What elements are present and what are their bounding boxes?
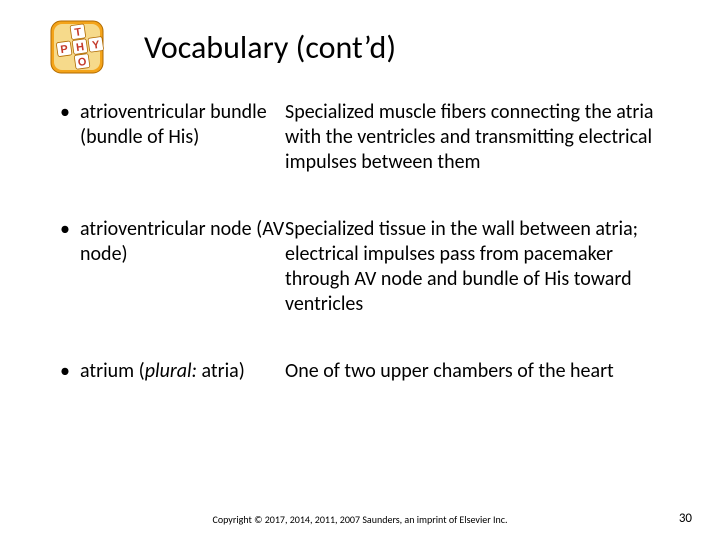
term-plural: plural: bbox=[145, 359, 197, 383]
vocab-row: • atrioventricular node (AV node) Specia… bbox=[60, 217, 660, 317]
definition-text: One of two upper chambers of the heart bbox=[285, 359, 660, 384]
vocab-row: • atrioventricular bundle (bundle of His… bbox=[60, 100, 660, 175]
copyright-text: Copyright © 2017, 2014, 2011, 2007 Saund… bbox=[0, 513, 720, 526]
bullet-icon: • bbox=[60, 359, 80, 384]
bullet-icon: • bbox=[60, 217, 80, 242]
term-prefix: atrium ( bbox=[80, 359, 145, 383]
term-text: atrium (plural: atria) bbox=[80, 359, 285, 384]
term-column: • atrioventricular node (AV node) bbox=[60, 217, 285, 267]
term-column: • atrium (plural: atria) bbox=[60, 359, 285, 384]
slide-header: T P H Y O Vocabulary (cont’d) bbox=[0, 0, 720, 90]
crossword-logo-icon: T P H Y O bbox=[48, 18, 106, 76]
vocab-content: • atrioventricular bundle (bundle of His… bbox=[0, 90, 720, 384]
term-column: • atrioventricular bundle (bundle of His… bbox=[60, 100, 285, 150]
definition-text: Specialized muscle fibers connecting the… bbox=[285, 100, 660, 175]
term-text: atrioventricular bundle (bundle of His) bbox=[80, 100, 285, 150]
page-number: 30 bbox=[679, 511, 692, 526]
term-suffix: atria) bbox=[197, 359, 245, 383]
svg-text:H: H bbox=[75, 41, 85, 54]
definition-text: Specialized tissue in the wall between a… bbox=[285, 217, 660, 317]
vocab-row: • atrium (plural: atria) One of two uppe… bbox=[60, 359, 660, 384]
slide-title: Vocabulary (cont’d) bbox=[144, 28, 396, 67]
bullet-icon: • bbox=[60, 100, 80, 125]
slide: T P H Y O Vocabulary (cont’d) • atrioven… bbox=[0, 0, 720, 540]
term-text: atrioventricular node (AV node) bbox=[80, 217, 285, 267]
